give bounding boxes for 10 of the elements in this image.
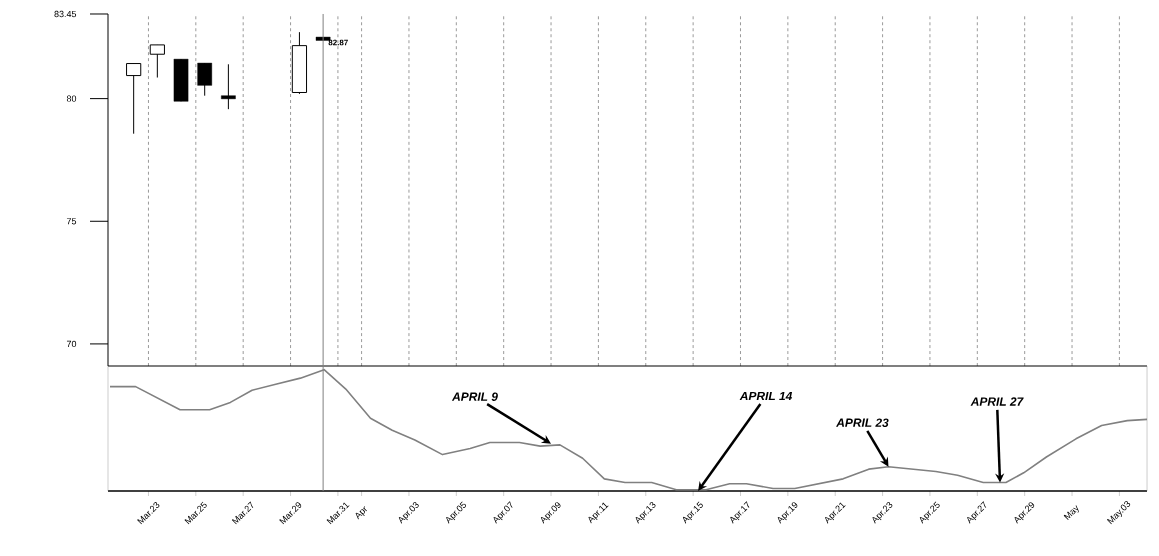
annotation: APRIL 9 xyxy=(451,392,498,401)
annotation: APRIL 23 xyxy=(836,418,889,427)
annotation: APRIL 14 xyxy=(739,391,793,401)
annotation: APRIL 27 xyxy=(970,397,1024,406)
y-tick-label: 75 xyxy=(66,218,77,225)
y-tick-label: 70 xyxy=(66,340,77,348)
y-tick-label: 80 xyxy=(66,95,77,102)
x-tick-label: May xyxy=(1063,505,1079,520)
y-tick-label: 83.45 xyxy=(54,10,77,18)
x-tick-label: Apr xyxy=(355,506,367,520)
